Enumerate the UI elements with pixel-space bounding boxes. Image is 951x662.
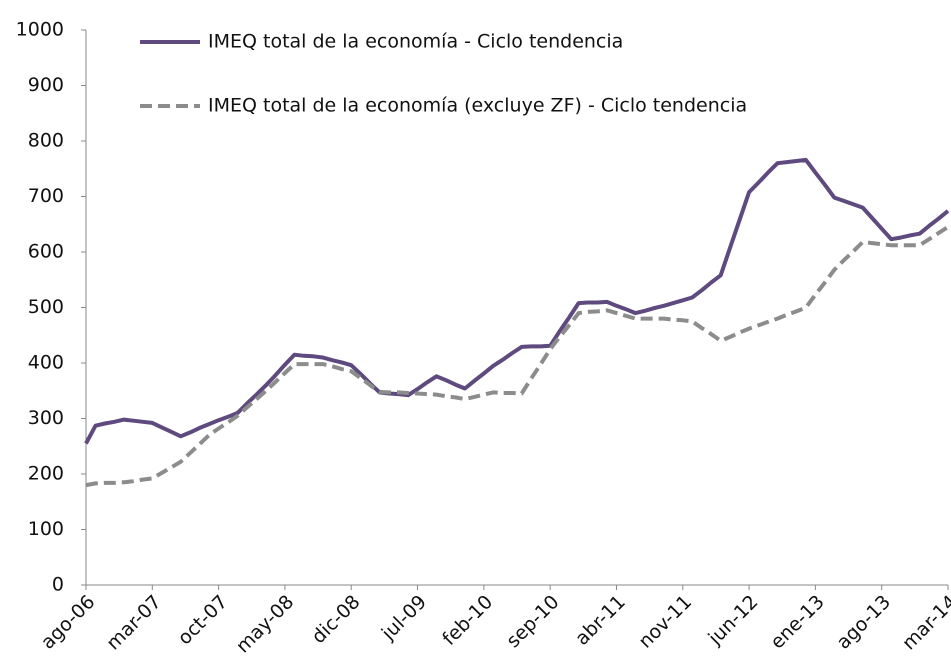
series-line bbox=[85, 225, 950, 488]
x-tick-label: mar-07 bbox=[102, 591, 165, 654]
y-tick-label: 800 bbox=[28, 130, 64, 152]
x-tick-label: feb-10 bbox=[438, 591, 497, 650]
x-tick-label: nov-11 bbox=[634, 591, 696, 653]
legend-label: IMEQ total de la economía (excluye ZF) -… bbox=[208, 95, 747, 117]
y-tick-label: 500 bbox=[28, 296, 64, 318]
x-tick-label: oct-07 bbox=[174, 591, 232, 649]
y-tick-label: 900 bbox=[28, 74, 64, 96]
y-tick-label: 100 bbox=[28, 518, 64, 540]
y-tick-label: 400 bbox=[28, 352, 64, 374]
x-tick-label: ene-13 bbox=[766, 591, 829, 654]
x-tick-label: may-08 bbox=[232, 591, 299, 658]
y-tick-label: 1000 bbox=[16, 19, 64, 41]
legend-label: IMEQ total de la economía - Ciclo tenden… bbox=[208, 31, 623, 53]
y-tick-label: 300 bbox=[28, 407, 64, 429]
x-tick-label: ago-06 bbox=[37, 591, 100, 654]
x-tick-label: abr-11 bbox=[571, 591, 630, 650]
x-tick-label: ago-13 bbox=[832, 591, 895, 654]
x-tick-label: sep-10 bbox=[502, 591, 563, 652]
x-tick-label: jun-12 bbox=[704, 591, 763, 650]
x-tick-label: dic-08 bbox=[308, 591, 365, 648]
series-line bbox=[84, 157, 950, 445]
y-tick-label: 600 bbox=[28, 241, 64, 263]
y-tick-label: 0 bbox=[52, 574, 64, 596]
x-tick-label: mar-14 bbox=[898, 591, 951, 654]
x-tick-label: jul-09 bbox=[377, 591, 431, 645]
y-tick-label: 700 bbox=[28, 185, 64, 207]
y-tick-label: 200 bbox=[28, 463, 64, 485]
